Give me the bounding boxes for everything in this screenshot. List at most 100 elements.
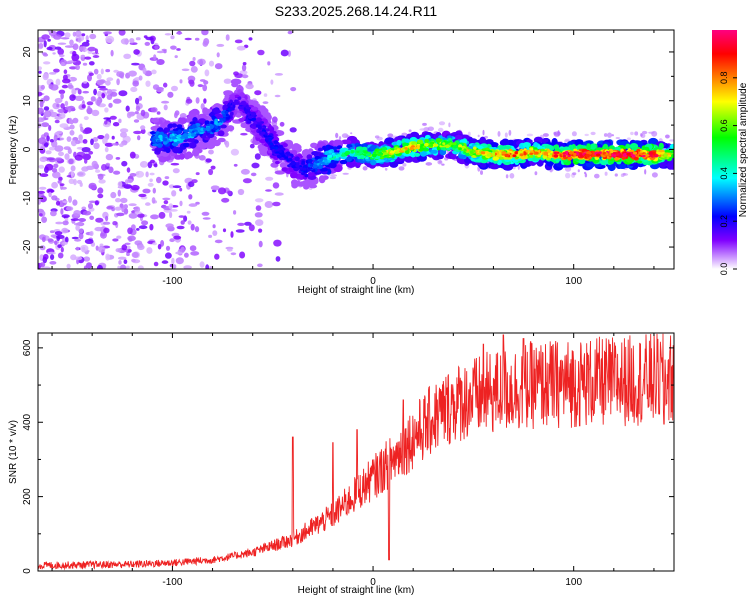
noise-blob: [115, 157, 121, 160]
noise-blob: [634, 131, 639, 136]
ridge-blob: [237, 96, 242, 100]
noise-blob: [398, 166, 405, 171]
noise-blob: [75, 246, 80, 251]
noise-blob: [47, 251, 56, 255]
ridge-blob: [614, 156, 619, 161]
noise-blob: [192, 57, 196, 61]
noise-blob: [123, 53, 132, 59]
noise-blob: [74, 256, 83, 261]
ridge-blob: [295, 164, 300, 168]
noise-blob: [128, 212, 138, 219]
noise-blob: [105, 69, 111, 73]
noise-blob: [437, 127, 444, 133]
noise-blob: [81, 81, 90, 89]
noise-blob: [131, 224, 136, 231]
noise-blob: [227, 190, 232, 196]
ridge-blob: [324, 160, 328, 164]
ridge-blob: [329, 157, 335, 160]
noise-blob: [39, 186, 47, 190]
ridge-blob: [612, 154, 617, 157]
noise-blob: [477, 134, 480, 138]
noise-blob: [116, 212, 125, 217]
noise-blob: [124, 242, 131, 245]
noise-blob: [42, 266, 51, 269]
colorbar-tick-label: 0.8: [719, 72, 729, 85]
ridge-blob: [501, 151, 507, 155]
noise-blob: [101, 164, 107, 171]
noise-blob: [140, 128, 146, 134]
noise-blob: [91, 160, 98, 168]
noise-blob: [216, 43, 225, 47]
noise-blob: [103, 117, 111, 120]
noise-blob: [110, 91, 118, 97]
ridge-blob: [472, 150, 476, 153]
x-tick-label: 0: [370, 577, 376, 588]
noise-blob: [89, 33, 97, 40]
noise-blob: [401, 132, 408, 136]
noise-blob: [99, 87, 108, 91]
ridge-blob: [473, 146, 477, 150]
noise-blob: [126, 265, 130, 269]
noise-blob: [131, 258, 136, 263]
ridge-blob: [596, 153, 601, 157]
x-tick-label: -100: [162, 276, 182, 287]
ridge-blob: [179, 117, 187, 124]
noise-blob: [40, 84, 45, 90]
colorbar-tick-label: 0.0: [719, 263, 729, 276]
noise-blob: [262, 101, 269, 104]
noise-blob: [85, 35, 89, 42]
snr-x-label: Height of straight line (km): [298, 585, 415, 596]
noise-blob: [135, 170, 145, 178]
noise-blob: [202, 217, 211, 220]
noise-blob: [127, 235, 136, 242]
noise-blob: [96, 81, 104, 86]
noise-blob: [199, 79, 206, 82]
noise-blob: [130, 86, 138, 93]
noise-blob: [80, 54, 86, 58]
noise-blob: [94, 200, 99, 206]
noise-blob: [72, 199, 78, 206]
noise-blob: [168, 203, 174, 210]
noise-blob: [59, 137, 65, 141]
noise-blob: [437, 160, 443, 165]
noise-blob: [129, 38, 135, 44]
noise-blob: [97, 135, 105, 140]
noise-blob: [53, 163, 59, 169]
noise-blob: [39, 262, 46, 268]
noise-blob: [111, 143, 120, 146]
ridge-blob: [613, 152, 617, 155]
noise-blob: [235, 229, 245, 233]
noise-blob: [341, 133, 349, 139]
noise-blob: [131, 251, 139, 258]
ridge-blob: [212, 109, 222, 114]
noise-blob: [251, 162, 260, 169]
noise-blob: [134, 211, 142, 215]
noise-blob: [86, 107, 93, 115]
noise-blob: [194, 226, 200, 233]
ridge-blob: [183, 133, 188, 137]
noise-blob: [119, 128, 129, 133]
noise-blob: [149, 178, 153, 183]
x-tick-label: -100: [162, 577, 182, 588]
noise-blob: [169, 211, 173, 218]
noise-blob: [62, 220, 69, 226]
ridge-blob: [309, 164, 314, 167]
ridge-blob: [573, 152, 577, 157]
noise-blob: [38, 66, 42, 71]
noise-blob: [147, 182, 154, 187]
ridge-blob: [451, 142, 457, 146]
noise-blob: [242, 62, 247, 66]
ridge-blob: [278, 150, 282, 153]
noise-blob: [105, 162, 111, 167]
noise-blob: [38, 42, 44, 49]
noise-blob: [69, 94, 76, 101]
noise-blob: [509, 173, 515, 179]
noise-blob: [83, 116, 89, 121]
noise-blob: [106, 206, 114, 210]
noise-blob: [163, 82, 168, 88]
ridge-blob: [250, 111, 257, 116]
ridge-blob: [529, 155, 534, 158]
noise-blob: [118, 260, 122, 265]
ridge-blob: [257, 125, 262, 130]
noise-blob: [169, 209, 178, 212]
